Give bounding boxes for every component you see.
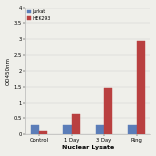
Bar (104, 88, 112, 134)
X-axis label: Nuclear Lysate: Nuclear Lysate (62, 145, 114, 150)
Bar (31, 125, 39, 134)
Legend: Jurkat, HEK293: Jurkat, HEK293 (26, 8, 51, 22)
Y-axis label: OD450nm: OD450nm (6, 57, 11, 85)
Bar (137, 41, 145, 134)
Bar (129, 125, 137, 134)
Bar (96, 125, 104, 134)
Bar (63, 125, 72, 134)
Bar (39, 131, 47, 134)
Bar (72, 114, 80, 134)
